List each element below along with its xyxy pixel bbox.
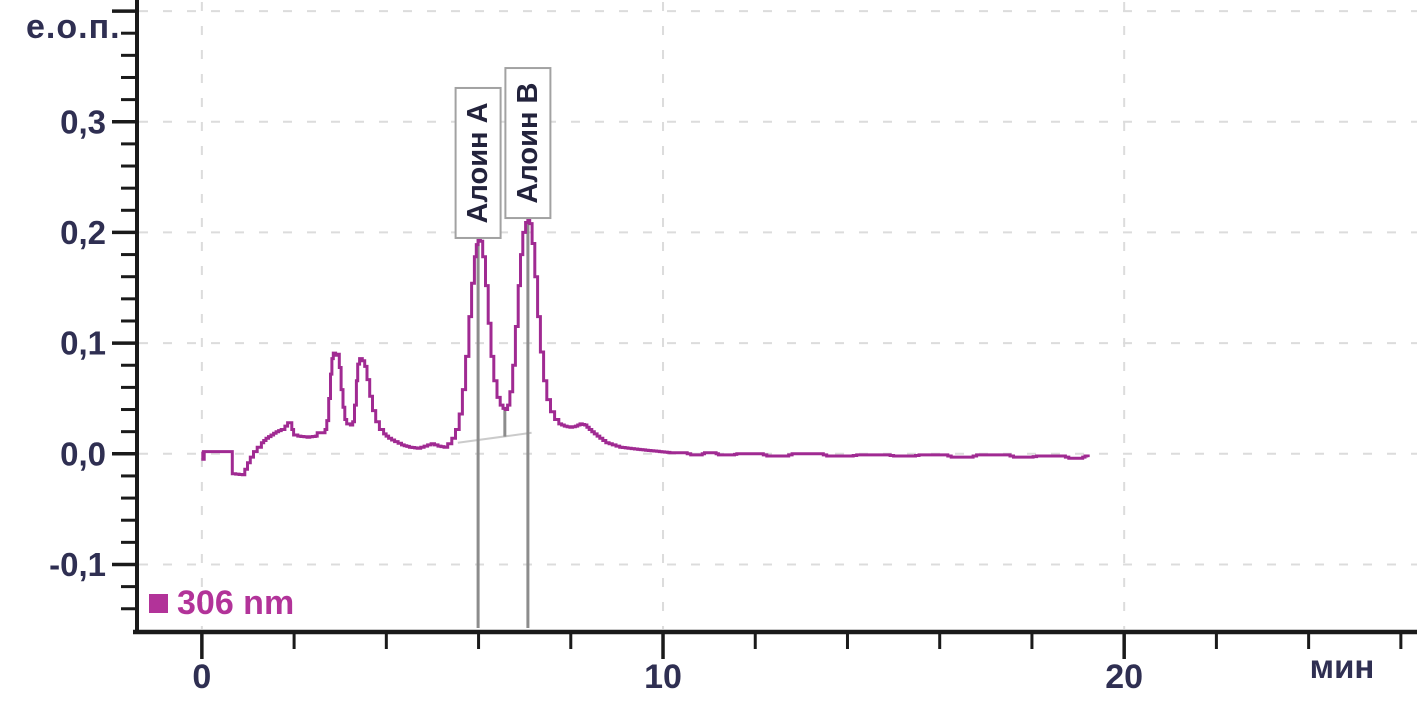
y-tick-label: -0,1	[49, 546, 106, 583]
y-tick-label: 0,3	[60, 103, 106, 140]
legend: 306 nm	[149, 586, 294, 620]
legend-swatch-icon	[149, 593, 168, 613]
peak-label-text: Алоин В	[512, 83, 544, 204]
x-axis-unit: мин	[1309, 648, 1375, 685]
y-axis-title: е.о.п.	[26, 8, 121, 46]
integration-baseline	[457, 431, 532, 444]
peak-label-text: Алоин А	[462, 102, 494, 223]
x-tick-label: 20	[1105, 658, 1143, 696]
y-tick-label: 0,0	[60, 435, 106, 472]
y-tick-label: 0,2	[60, 214, 106, 251]
legend-label: 306 nm	[177, 584, 295, 622]
peak-label-box	[454, 86, 502, 239]
x-tick-label: 10	[644, 658, 682, 696]
x-tick-label: 0	[192, 658, 211, 696]
chromatogram-trace	[201, 216, 1090, 477]
peak-label-box	[504, 67, 552, 220]
y-tick-label: 0,1	[60, 325, 106, 362]
